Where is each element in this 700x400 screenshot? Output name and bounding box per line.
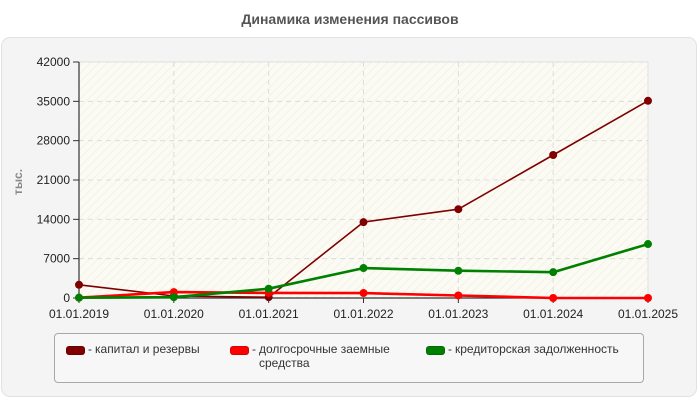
data-point-marker — [264, 284, 273, 293]
data-point-marker — [454, 291, 463, 300]
legend-label: капитал и резервы — [95, 342, 200, 356]
data-point-marker — [644, 96, 652, 105]
x-tick-label: 01.01.2022 — [333, 307, 393, 321]
data-point-marker — [549, 268, 558, 277]
data-point-marker — [549, 150, 558, 159]
data-point-marker — [644, 294, 652, 302]
data-series — [75, 96, 652, 302]
y-tick-label: 7000 — [43, 252, 70, 266]
y-tick-label: 42000 — [37, 55, 71, 69]
data-point-marker — [359, 289, 368, 298]
legend-item-payables[interactable]: - кредиторская задолженность — [426, 342, 619, 356]
data-point-marker — [454, 266, 463, 275]
legend: - капитал и резервы - долгосрочные заемн… — [54, 333, 644, 383]
legend-label: долгосрочные заемные средства — [259, 342, 390, 370]
legend-item-capital[interactable]: - капитал и резервы — [66, 342, 200, 356]
legend-swatch-capital — [66, 346, 85, 355]
data-point-marker — [454, 205, 463, 214]
y-tick-label: 0 — [63, 291, 70, 305]
y-tick-label: 21000 — [37, 173, 71, 187]
grid-lines — [79, 61, 648, 298]
axes: 0 7000 14000 21000 28000 35000 42000 01.01.2019… — [37, 55, 679, 321]
legend-swatch-longterm-loans — [230, 346, 249, 355]
x-tick-label: 01.01.2023 — [428, 307, 488, 321]
x-tick-label: 01.01.2024 — [523, 307, 583, 321]
data-point-marker — [644, 240, 652, 249]
chart-title: Динамика изменения пассивов — [241, 11, 459, 27]
data-point-marker — [359, 218, 368, 227]
x-tick-label: 01.01.2019 — [49, 307, 109, 321]
data-point-marker — [549, 294, 558, 302]
legend-item-longterm-loans[interactable]: - долгосрочные заемные средства — [230, 342, 390, 370]
x-tick-label: 01.01.2020 — [144, 307, 204, 321]
legend-swatch-payables — [426, 346, 445, 355]
y-axis-label: тыс. — [11, 169, 25, 195]
x-tick-label: 01.01.2025 — [618, 307, 678, 321]
y-tick-label: 28000 — [37, 134, 71, 148]
y-tick-label: 35000 — [37, 94, 71, 108]
data-point-marker — [75, 280, 83, 289]
legend-label: кредиторская задолженность — [455, 342, 619, 356]
data-point-marker — [75, 293, 83, 302]
y-tick-label: 14000 — [37, 212, 71, 226]
data-point-marker — [359, 264, 368, 273]
x-tick-label: 01.01.2021 — [239, 307, 299, 321]
data-point-marker — [169, 293, 178, 302]
